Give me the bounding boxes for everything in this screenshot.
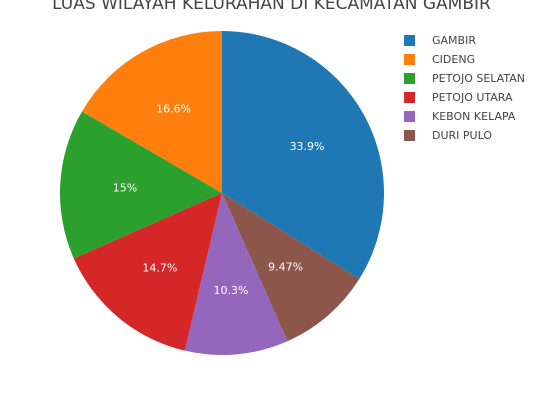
- pie-slice-label-gambir: 33.9%: [290, 140, 325, 153]
- legend-item-cideng[interactable]: CIDENG: [404, 50, 539, 69]
- legend-label: DURI PULO: [432, 129, 492, 142]
- legend-item-gambir[interactable]: GAMBIR: [404, 31, 539, 50]
- legend-item-duri-pulo[interactable]: DURI PULO: [404, 126, 539, 145]
- pie-slice-label-petojo-selatan: 15%: [113, 182, 137, 195]
- legend-item-kebon-kelapa[interactable]: KEBON KELAPA: [404, 107, 539, 126]
- legend-label: KEBON KELAPA: [432, 110, 516, 123]
- legend-label: PETOJO SELATAN: [432, 72, 525, 85]
- pie-slice-gambir[interactable]: [222, 31, 385, 280]
- legend-swatch: [404, 92, 415, 103]
- legend-label: PETOJO UTARA: [432, 91, 513, 104]
- pie-slice-duri-pulo[interactable]: [222, 193, 360, 342]
- pie-slice-label-cideng: 16.6%: [156, 103, 191, 116]
- legend-swatch: [404, 35, 415, 46]
- legend-label: CIDENG: [432, 53, 476, 66]
- pie-slices: [60, 31, 385, 355]
- legend-swatch: [404, 130, 415, 141]
- legend: GAMBIR CIDENG PETOJO SELATAN PETOJO UTARA KE…: [404, 31, 539, 145]
- legend-item-petojo-utara[interactable]: PETOJO UTARA: [404, 88, 539, 107]
- legend-swatch: [404, 111, 415, 122]
- chart-title: LUAS WILAYAH KELURAHAN DI KECAMATAN GAMB…: [52, 0, 491, 14]
- legend-swatch: [404, 54, 415, 65]
- pie-slice-cideng[interactable]: [82, 31, 223, 193]
- pie-slice-label-kebon-kelapa: 10.3%: [213, 284, 248, 297]
- pie-slice-label-duri-pulo: 9.47%: [268, 261, 303, 274]
- pie-slice-petojo-utara[interactable]: [73, 193, 223, 351]
- pie-slice-labels: 33.9% 9.47% 10.3% 14.7% 15% 16.6%: [113, 103, 325, 297]
- pie-slice-kebon-kelapa[interactable]: [184, 193, 288, 355]
- pie-slice-petojo-selatan[interactable]: [60, 111, 222, 259]
- legend-label: GAMBIR: [432, 34, 476, 47]
- legend-swatch: [404, 73, 415, 84]
- pie-slice-label-petojo-utara: 14.7%: [142, 262, 177, 275]
- legend-item-petojo-selatan[interactable]: PETOJO SELATAN: [404, 69, 539, 88]
